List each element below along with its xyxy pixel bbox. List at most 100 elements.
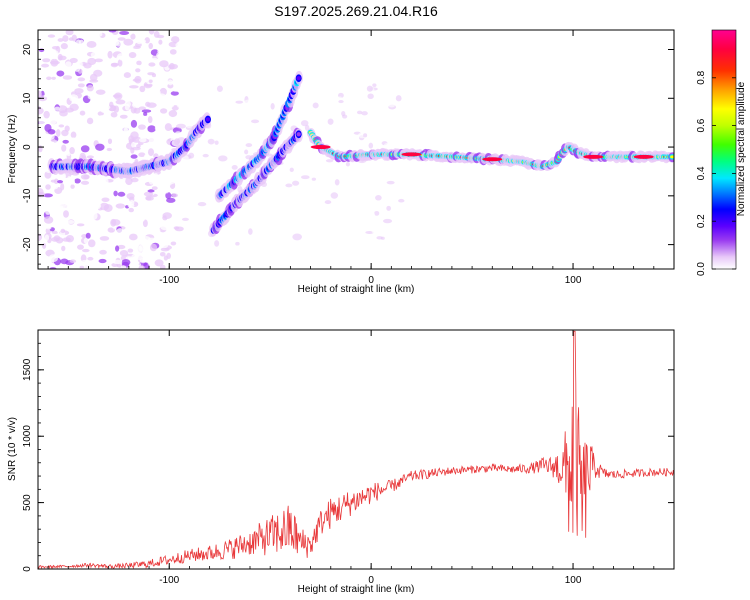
noise-blob: [381, 187, 390, 194]
noise-blob: [337, 96, 342, 100]
noise-blob: [218, 155, 228, 162]
noise-blob: [38, 145, 43, 153]
noise-blob: [102, 212, 109, 219]
noise-blob: [154, 259, 164, 267]
noise-blob: [89, 103, 97, 110]
noise-blob: [76, 223, 85, 227]
noise-blob: [60, 173, 66, 181]
noise-blob: [96, 182, 102, 188]
noise-blob: [166, 197, 176, 203]
noise-blob: [395, 95, 402, 102]
noise-blob: [370, 176, 376, 181]
noise-blob: [38, 48, 45, 53]
noise-blob: [157, 48, 165, 54]
noise-blob: [349, 209, 359, 216]
noise-blob: [131, 102, 139, 108]
noise-blob: [112, 259, 123, 265]
noise-blob: [241, 124, 246, 132]
noise-blob: [103, 204, 113, 212]
noise-blob: [57, 89, 64, 97]
noise-blob: [345, 103, 350, 111]
noise-blob: [301, 147, 311, 152]
noise-blob: [151, 57, 159, 64]
noise-blob: [309, 214, 318, 221]
noise-blob: [244, 149, 249, 155]
noise-blob: [331, 180, 336, 186]
noise-blob: [65, 30, 74, 36]
noise-blob: [177, 163, 183, 171]
noise-blob: [345, 239, 355, 243]
noise-blob: [124, 148, 131, 154]
noise-blob: [148, 176, 155, 185]
noise-blob: [386, 205, 391, 211]
noise-blob: [64, 125, 70, 132]
noise-blob: [308, 205, 315, 211]
noise-blob: [129, 200, 135, 206]
noise-blob: [207, 138, 215, 145]
noise-blob: [350, 195, 356, 201]
noise-blob: [159, 96, 169, 105]
noise-blob: [87, 256, 94, 261]
noise-blob: [204, 178, 210, 183]
noise-blob: [53, 212, 64, 220]
noise-blob: [103, 241, 114, 246]
noise-blob: [42, 264, 50, 269]
noise-blob: [136, 144, 141, 149]
noise-blob: [201, 88, 211, 95]
noise-blob: [41, 200, 47, 206]
noise-blob: [108, 30, 117, 33]
noise-blob: [160, 224, 171, 231]
noise-blob: [138, 106, 147, 110]
noise-blob: [349, 173, 357, 181]
noise-blob: [312, 226, 321, 231]
noise-blob: [134, 245, 143, 254]
noise-blob: [325, 85, 334, 93]
colorbar-tick-label: 0.6: [696, 118, 707, 132]
noise-blob: [371, 227, 377, 234]
snr-x-axis-title: Height of straight line (km): [298, 584, 415, 595]
noise-blob: [44, 171, 52, 179]
noise-blob: [102, 47, 111, 53]
noise-blob: [136, 253, 143, 261]
spectrogram-x-axis-title: Height of straight line (km): [298, 284, 415, 295]
noise-blob: [166, 100, 175, 109]
noise-blob: [80, 259, 91, 264]
noise-blob: [130, 154, 138, 159]
noise-blob: [327, 136, 332, 140]
noise-blob: [125, 177, 133, 186]
noise-blob: [388, 103, 395, 108]
noise-blob: [141, 64, 151, 72]
noise-blob: [312, 238, 317, 244]
noise-blob: [139, 85, 146, 93]
y-tick-label: 500: [22, 494, 33, 511]
noise-blob: [67, 220, 75, 225]
noise-blob: [81, 67, 90, 76]
noise-blob: [285, 183, 293, 188]
noise-blob: [170, 91, 179, 96]
noise-blob: [57, 180, 64, 184]
y-tick-label: 20: [22, 44, 33, 56]
noise-blob: [38, 257, 47, 263]
noise-blob: [159, 251, 166, 257]
colorbar-tick-label: 0.4: [696, 166, 707, 180]
noise-blob: [140, 214, 146, 222]
noise-blob: [142, 219, 148, 228]
noise-blob: [327, 173, 337, 180]
noise-blob: [70, 184, 75, 189]
noise-blob: [51, 45, 59, 50]
noise-blob: [140, 251, 148, 257]
noise-blob: [382, 118, 392, 126]
noise-blob: [113, 190, 118, 197]
noise-blob: [263, 107, 270, 112]
noise-blob: [148, 136, 156, 144]
noise-blob: [50, 67, 60, 72]
noise-blob: [44, 85, 50, 93]
noise-blob: [224, 234, 231, 239]
noise-blob: [53, 117, 59, 121]
noise-blob: [148, 42, 154, 50]
noise-blob: [160, 242, 169, 249]
noise-blob: [208, 92, 217, 100]
noise-blob: [388, 124, 396, 128]
noise-blob: [197, 173, 206, 177]
noise-blob: [363, 133, 368, 138]
